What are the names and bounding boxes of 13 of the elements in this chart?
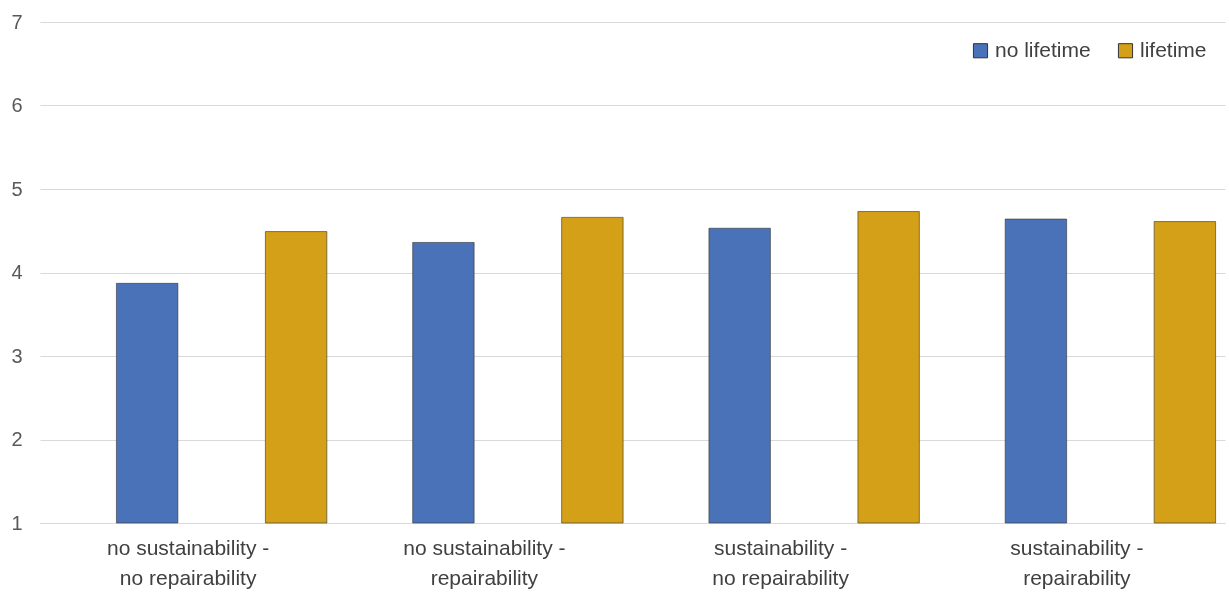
x-tick-label: no sustainability - repairability <box>403 535 566 589</box>
y-tick-label: 5 <box>11 177 23 200</box>
y-tick-label: 2 <box>11 428 23 450</box>
legend-label: no lifetime <box>995 37 1091 61</box>
x-tick-label: sustainability - no repairability <box>712 535 850 589</box>
x-tick-label: sustainability - repairability <box>1010 535 1144 589</box>
y-tick-label: 7 <box>11 10 23 33</box>
y-tick-label: 1 <box>11 511 23 534</box>
y-tick-label: 3 <box>11 344 23 367</box>
y-tick-label: 4 <box>11 261 23 283</box>
y-tick-label: 6 <box>11 94 23 116</box>
x-tick-label: no sustainability - no repairability <box>107 535 270 589</box>
legend-label: lifetime <box>1140 37 1207 61</box>
